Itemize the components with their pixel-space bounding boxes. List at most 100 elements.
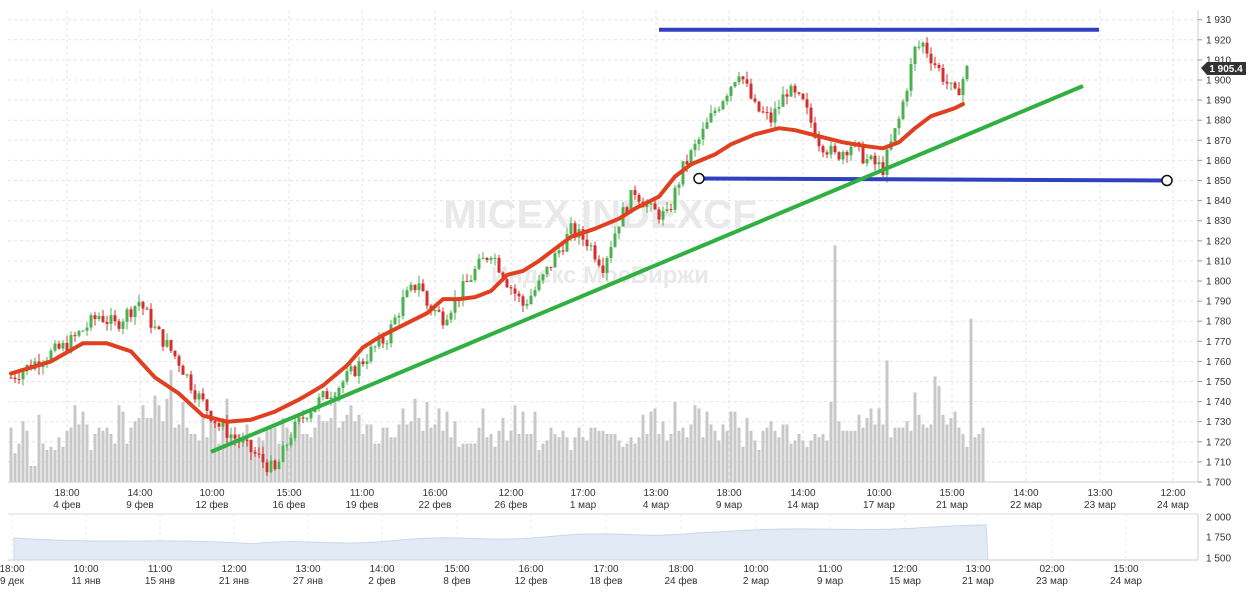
candle-body bbox=[561, 250, 565, 252]
candle-24 bbox=[105, 315, 109, 331]
volume-bar-118 bbox=[481, 408, 485, 482]
candle-body bbox=[157, 326, 161, 330]
candle-193 bbox=[781, 86, 785, 107]
volume-bar-142 bbox=[577, 427, 581, 482]
candle-118 bbox=[481, 252, 485, 259]
volume-bar-133 bbox=[541, 443, 545, 482]
volume-bar-237 bbox=[957, 427, 961, 482]
candle-109 bbox=[445, 314, 449, 327]
volume-bar-226 bbox=[913, 392, 917, 482]
candle-body bbox=[197, 393, 201, 400]
volume-bar-76 bbox=[313, 427, 317, 482]
candle-187 bbox=[757, 101, 761, 113]
volume-bar-117 bbox=[477, 427, 481, 482]
x-tick-date-5: 22 фев bbox=[418, 499, 451, 511]
candle-body bbox=[225, 422, 229, 438]
candle-body bbox=[601, 265, 605, 273]
candle-94 bbox=[385, 340, 389, 351]
volume-bar-90 bbox=[369, 424, 373, 482]
candle-body bbox=[221, 422, 225, 427]
candle-60 bbox=[249, 439, 253, 460]
candle-27 bbox=[117, 318, 121, 332]
candle-body bbox=[733, 82, 737, 87]
y-tick-label-3: 1 730 bbox=[1206, 417, 1231, 428]
volume-bar-137 bbox=[557, 437, 561, 482]
candle-body bbox=[201, 393, 205, 400]
candle-body bbox=[205, 399, 209, 411]
x-tick-date-4: 19 фев bbox=[345, 499, 378, 511]
candle-90 bbox=[369, 340, 373, 364]
candle-body bbox=[677, 184, 681, 188]
candle-209 bbox=[845, 150, 849, 163]
candle-body bbox=[465, 281, 469, 283]
candle-body bbox=[865, 159, 869, 164]
volume-bar-143 bbox=[581, 437, 585, 482]
trendline-line bbox=[210, 84, 1084, 454]
candle-body bbox=[373, 346, 377, 348]
candle-190 bbox=[769, 107, 773, 128]
candle-body bbox=[217, 423, 221, 427]
volume-bar-202 bbox=[817, 437, 821, 482]
volume-bar-73 bbox=[301, 434, 305, 482]
candle-1 bbox=[13, 374, 17, 384]
candle-body bbox=[925, 42, 929, 54]
navigator-x-time-10: 10:00 bbox=[743, 564, 768, 575]
navigator-x-time-11: 11:00 bbox=[818, 564, 843, 575]
candle-99 bbox=[405, 286, 409, 298]
candle-body bbox=[109, 315, 113, 324]
navigator-x-date-15: 24 мар bbox=[1110, 576, 1142, 587]
volume-bar-177 bbox=[717, 440, 721, 482]
candle-body bbox=[505, 279, 509, 288]
volume-bar-10 bbox=[49, 446, 53, 482]
x-tick-time-9: 18:00 bbox=[716, 488, 741, 499]
volume-bar-203 bbox=[821, 434, 825, 482]
candle-body bbox=[501, 272, 505, 280]
candle-body bbox=[913, 46, 917, 65]
volume-bar-136 bbox=[553, 434, 557, 482]
candle-body bbox=[293, 421, 297, 439]
volume-bar-96 bbox=[393, 437, 397, 482]
candle-body bbox=[365, 361, 369, 364]
volume-bar-74 bbox=[305, 434, 309, 482]
candle-204 bbox=[825, 149, 829, 158]
candle-body bbox=[393, 317, 397, 325]
candle-body bbox=[173, 350, 177, 357]
candle-body bbox=[821, 146, 825, 153]
navigator-area bbox=[13, 524, 989, 561]
candle-body bbox=[693, 144, 697, 151]
volume-bar-227 bbox=[917, 414, 921, 482]
moving-average-line bbox=[9, 102, 965, 424]
candle-body bbox=[697, 139, 701, 145]
candle-236 bbox=[953, 81, 957, 90]
candle-body bbox=[537, 280, 541, 291]
candle-111 bbox=[453, 290, 457, 320]
volume-bar-230 bbox=[929, 424, 933, 482]
x-tick-time-12: 15:00 bbox=[939, 488, 964, 499]
candle-body bbox=[953, 82, 957, 89]
candle-body bbox=[81, 330, 85, 332]
candle-body bbox=[193, 390, 197, 400]
candle-body bbox=[753, 98, 757, 102]
volume-bar-184 bbox=[745, 418, 749, 482]
candle-body bbox=[85, 327, 89, 331]
candle-body bbox=[757, 101, 761, 112]
candle-body bbox=[229, 434, 233, 438]
volume-bar-174 bbox=[705, 411, 709, 482]
candle-body bbox=[805, 99, 809, 108]
volume-bar-144 bbox=[585, 440, 589, 482]
candle-46 bbox=[193, 384, 197, 404]
candle-137 bbox=[557, 246, 561, 258]
volume-bar-188 bbox=[761, 430, 765, 482]
candle-body bbox=[521, 296, 525, 306]
volume-bar-92 bbox=[377, 443, 381, 482]
candle-body bbox=[261, 453, 265, 463]
volume-bar-242 bbox=[977, 434, 981, 482]
volume-bar-91 bbox=[373, 443, 377, 482]
candle-78 bbox=[321, 390, 325, 401]
candle-64 bbox=[265, 459, 269, 476]
volume-bar-14 bbox=[65, 430, 69, 482]
candle-body bbox=[337, 388, 341, 397]
volume-bar-110 bbox=[449, 437, 453, 482]
candle-41 bbox=[173, 350, 177, 360]
